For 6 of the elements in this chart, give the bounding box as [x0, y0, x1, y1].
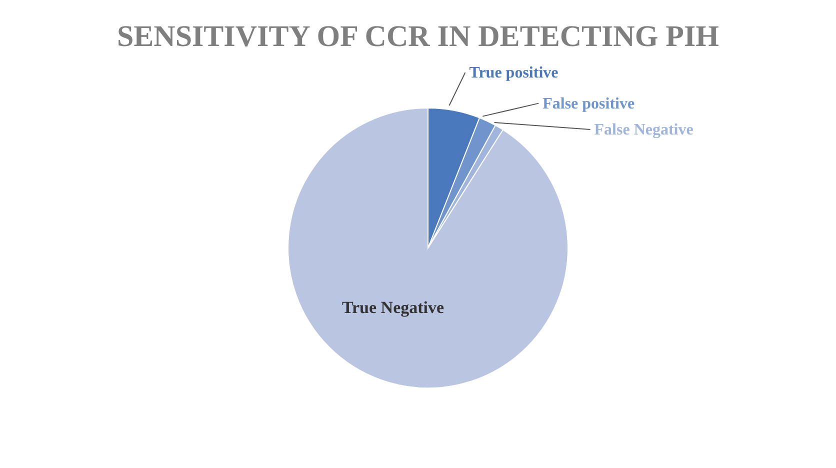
slice-label: True Negative [342, 298, 445, 317]
slice-label: False Negative [594, 121, 694, 138]
chart-title: SENSITIVITY OF CCR IN DETECTING PIH [116, 19, 720, 55]
slice-label: True positive [469, 64, 558, 82]
pie-slice [288, 108, 568, 388]
slice-label: False positive [542, 95, 635, 112]
